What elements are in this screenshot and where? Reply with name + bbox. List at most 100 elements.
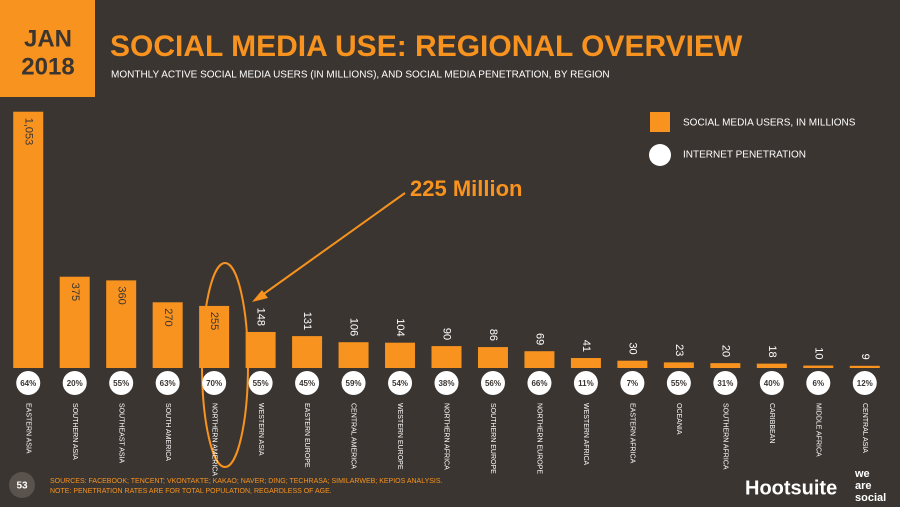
bar (617, 360, 648, 368)
sources: SOURCES: FACEBOOK; TENCENT; VKONTAKTE; K… (50, 478, 443, 485)
penetration-dot (713, 371, 738, 395)
chart-title: SOCIAL MEDIA USE: REGIONAL OVERVIEW (110, 30, 743, 63)
x-tick-label: NORTHERN AMERICA (210, 403, 217, 476)
bar (245, 331, 276, 368)
logo: Hootsuite (745, 477, 837, 499)
value-label: 23 (673, 344, 685, 356)
page-number: 53 (16, 481, 28, 492)
x-tick-label: EASTERN EUROPE (303, 403, 310, 468)
penetration-label: 56% (485, 379, 501, 388)
x-tick-label: SOUTHERN ASIA (71, 403, 78, 460)
penetration-label: 55% (671, 379, 687, 388)
annotation-arrowhead (252, 290, 268, 302)
x-tick-label: WESTERN EUROPE (396, 403, 403, 470)
annotation-arrow (257, 192, 406, 299)
bar (59, 276, 90, 368)
value-label: 18 (766, 345, 778, 357)
x-tick-label: CENTRAL AMERICA (350, 403, 357, 469)
x-tick-label: OCEANIA (675, 403, 682, 435)
penetration-label: 70% (206, 379, 222, 388)
penetration-dot (295, 371, 320, 395)
legend-label: SOCIAL MEDIA USERS, IN MILLIONS (683, 118, 856, 129)
bar (570, 358, 601, 368)
x-tick-label: SOUTH AMERICA (164, 403, 171, 461)
bar (663, 362, 694, 368)
x-tick-label: WESTERN AFRICA (582, 403, 589, 466)
bar (338, 342, 369, 368)
value-label: 375 (69, 283, 81, 301)
logo: we (854, 468, 870, 480)
bar (756, 363, 787, 368)
x-tick-label: SOUTHEAST ASIA (117, 403, 124, 463)
subtitle: MONTHLY ACTIVE SOCIAL MEDIA USERS (IN MI… (111, 70, 610, 81)
penetration-dot (62, 371, 87, 395)
x-tick-label: EASTERN ASIA (24, 403, 31, 454)
bar (152, 302, 183, 368)
date-box (0, 0, 95, 97)
date: 2018 (21, 53, 74, 80)
x-tick-label: EASTERN AFRICA (629, 403, 636, 464)
penetration-label: 59% (346, 379, 362, 388)
penetration-label: 66% (531, 379, 547, 388)
value-label: 106 (348, 318, 360, 336)
legend-swatch (649, 144, 671, 166)
x-tick-label: WESTERN ASIA (257, 403, 264, 456)
penetration-dot (155, 371, 180, 395)
bar (106, 280, 137, 368)
logo: social (855, 492, 886, 504)
x-tick-label: SOUTHERN AFRICA (721, 403, 728, 470)
penetration-dot (852, 371, 877, 395)
x-tick-label: NORTHERN AFRICA (443, 403, 450, 470)
value-label: 104 (394, 318, 406, 336)
value-label: 10 (812, 347, 824, 359)
penetration-label: 20% (67, 379, 83, 388)
penetration-dot (202, 371, 227, 395)
penetration-dot (434, 371, 459, 395)
value-label: 30 (626, 342, 638, 354)
note: NOTE: PENETRATION RATES ARE FOR TOTAL PO… (50, 488, 332, 495)
legend-swatch (650, 112, 670, 132)
bar (710, 363, 741, 368)
penetration-dot (806, 371, 831, 395)
penetration-label: 45% (299, 379, 315, 388)
bar (803, 365, 834, 368)
value-label: 1,053 (22, 118, 34, 146)
bar (477, 347, 508, 368)
penetration-dot (480, 371, 505, 395)
bar (199, 305, 230, 368)
penetration-label: 55% (253, 379, 269, 388)
penetration-label: 40% (764, 379, 780, 388)
penetration-dot (759, 371, 784, 395)
x-tick-label: SOUTHERN EUROPE (489, 403, 496, 474)
x-tick-label: NORTHERN EUROPE (536, 403, 543, 474)
penetration-label: 38% (438, 379, 454, 388)
annotation: 225 Million (410, 176, 522, 201)
value-label: 86 (487, 329, 499, 341)
value-label: 131 (301, 312, 313, 330)
penetration-dot (573, 371, 598, 395)
x-tick-label: CENTRAL ASIA (861, 403, 868, 453)
penetration-label: 7% (627, 379, 639, 388)
penetration-label: 63% (160, 379, 176, 388)
bar (524, 351, 555, 368)
penetration-label: 12% (857, 379, 873, 388)
penetration-label: 55% (113, 379, 129, 388)
penetration-label: 6% (813, 379, 825, 388)
legend-label: INTERNET PENETRATION (683, 150, 806, 161)
x-tick-label: MIDDLE AFRICA (814, 403, 821, 457)
penetration-label: 54% (392, 379, 408, 388)
page-badge (9, 472, 35, 498)
penetration-dot (248, 371, 273, 395)
value-label: 360 (115, 286, 127, 304)
x-tick-label: CARIBBEAN (768, 403, 775, 443)
penetration-label: 31% (717, 379, 733, 388)
penetration-label: 11% (578, 379, 594, 388)
penetration-label: 64% (20, 379, 36, 388)
bar (849, 365, 880, 368)
penetration-dot (109, 371, 134, 395)
penetration-dot (666, 371, 691, 395)
bar (431, 346, 462, 368)
penetration-dot (388, 371, 413, 395)
